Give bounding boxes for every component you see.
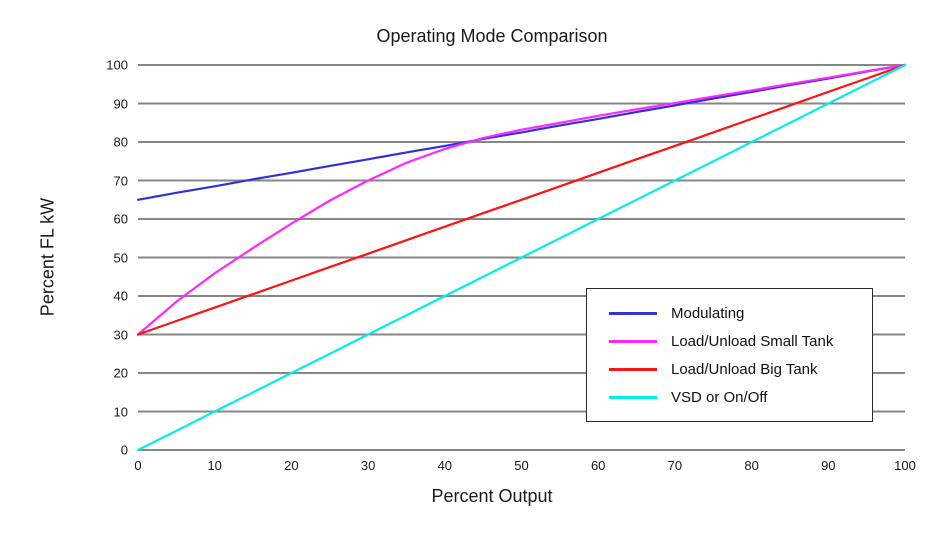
- legend-item-load-unload-small-tank: Load/Unload Small Tank: [587, 327, 872, 355]
- legend: Modulating Load/Unload Small Tank Load/Unl…: [586, 288, 873, 422]
- x-tick-label-0: 0: [134, 458, 142, 473]
- legend-item-modulating: Modulating: [587, 299, 872, 327]
- y-tick-label-30: 30: [113, 327, 128, 342]
- legend-swatch-line-icon: [609, 395, 657, 399]
- x-tick-label-80: 80: [744, 458, 759, 473]
- legend-item-vsd-or-on-off: VSD or On/Off: [587, 383, 872, 411]
- x-tick-label-70: 70: [667, 458, 683, 473]
- series-line-modulating: [136, 63, 907, 201]
- x-tick-label-40: 40: [437, 458, 453, 473]
- legend-swatch-line-icon: [609, 311, 657, 315]
- y-tick-label-0: 0: [120, 442, 128, 458]
- y-tick-label-80: 80: [113, 134, 128, 150]
- y-tick-label-10: 10: [113, 404, 128, 419]
- x-axis-title: Percent Output: [431, 486, 553, 506]
- y-axis-title: Percent FL kW: [37, 197, 58, 317]
- series-line-load-unload-big-tank: [136, 63, 907, 336]
- x-tick-label-90: 90: [821, 458, 836, 473]
- x-tick-label-100: 100: [894, 458, 916, 473]
- x-tick-label-60: 60: [590, 458, 606, 473]
- y-tick-label-90: 90: [113, 96, 128, 111]
- x-tick-label-20: 20: [284, 458, 299, 473]
- legend-label: Load/Unload Small Tank: [671, 332, 834, 350]
- legend-swatch-line-icon: [609, 339, 657, 343]
- y-tick-label-100: 100: [106, 57, 128, 73]
- legend-swatch-line-icon: [609, 367, 657, 371]
- legend-label: VSD or On/Off: [671, 388, 768, 406]
- series-line-vsd-or-on-off: [136, 63, 907, 452]
- y-tick-label-70: 70: [113, 173, 128, 188]
- chart-title: Operating Mode Comparison: [376, 26, 608, 46]
- y-tick-label-40: 40: [113, 288, 128, 304]
- y-tick-label-50: 50: [113, 250, 128, 265]
- y-tick-label-20: 20: [113, 365, 128, 381]
- legend-label: Load/Unload Big Tank: [671, 360, 818, 378]
- legend-item-load-unload-big-tank: Load/Unload Big Tank: [587, 355, 872, 383]
- legend-label: Modulating: [671, 304, 745, 322]
- x-tick-label-10: 10: [207, 458, 222, 473]
- x-tick-label-30: 30: [360, 458, 376, 473]
- x-tick-label-50: 50: [514, 458, 529, 473]
- series-line-load-unload-small-tank: [136, 63, 907, 336]
- y-tick-label-60: 60: [113, 211, 128, 227]
